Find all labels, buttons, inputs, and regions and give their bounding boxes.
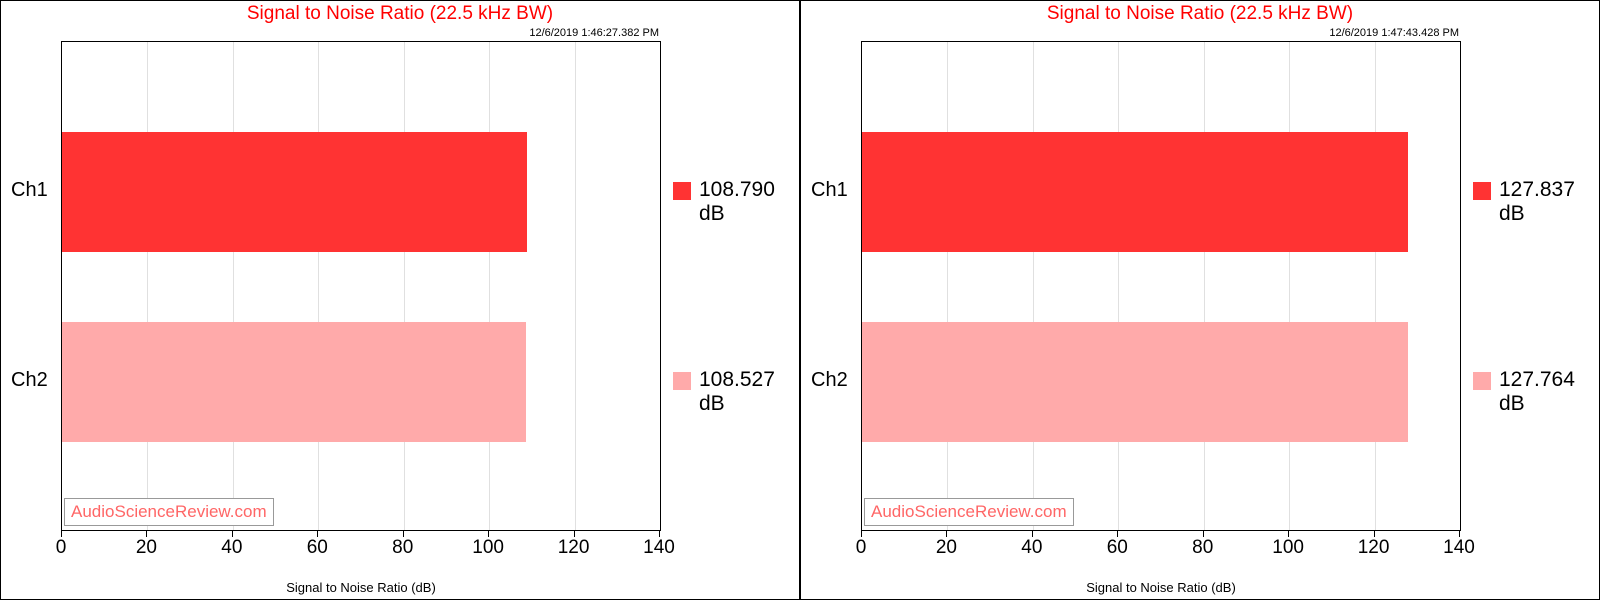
grid-line: [1033, 42, 1034, 530]
x-tick-label: 140: [1443, 537, 1475, 559]
grid-line: [489, 42, 490, 530]
watermark: AudioScienceReview.com: [64, 498, 274, 526]
x-axis-label: Signal to Noise Ratio (dB): [861, 580, 1461, 595]
bar-ch1: [62, 132, 527, 252]
x-tick-label: 100: [1272, 537, 1304, 559]
y-axis-label: Ch2: [11, 369, 48, 392]
legend-value: 108.527 dB: [699, 368, 799, 416]
x-tick-label: 140: [643, 537, 675, 559]
legend-swatch: [673, 372, 691, 390]
x-tick-label: 80: [1192, 537, 1213, 559]
x-tick-label: 0: [856, 537, 867, 559]
grid-line: [575, 42, 576, 530]
chart-panel-left: Signal to Noise Ratio (22.5 kHz BW) 12/6…: [0, 0, 800, 600]
x-tick-label: 0: [56, 537, 67, 559]
x-tick-label: 20: [136, 537, 157, 559]
chart-title: Signal to Noise Ratio (22.5 kHz BW): [801, 3, 1599, 25]
bar-ch2: [62, 322, 526, 442]
grid-line: [1204, 42, 1205, 530]
y-axis-label: Ch1: [811, 179, 848, 202]
grid-line: [404, 42, 405, 530]
x-tick-label: 100: [472, 537, 504, 559]
timestamp: 12/6/2019 1:46:27.382 PM: [529, 27, 659, 39]
grid-line: [233, 42, 234, 530]
chart-panel-right: Signal to Noise Ratio (22.5 kHz BW) 12/6…: [800, 0, 1600, 600]
x-tick-label: 60: [307, 537, 328, 559]
grid-line: [318, 42, 319, 530]
grid-line: [1375, 42, 1376, 530]
grid-line: [1289, 42, 1290, 530]
legend-value: 127.764 dB: [1499, 368, 1599, 416]
chart-title: Signal to Noise Ratio (22.5 kHz BW): [1, 3, 799, 25]
legend-value: 108.790 dB: [699, 178, 799, 226]
grid-line: [1118, 42, 1119, 530]
x-tick-label: 80: [392, 537, 413, 559]
legend-swatch: [1473, 182, 1491, 200]
plot-area: [861, 41, 1461, 531]
bar-ch2: [862, 322, 1408, 442]
x-tick-label: 40: [221, 537, 242, 559]
x-tick-label: 40: [1021, 537, 1042, 559]
grid-line: [947, 42, 948, 530]
y-axis-label: Ch2: [811, 369, 848, 392]
x-tick-label: 60: [1107, 537, 1128, 559]
x-tick-label: 20: [936, 537, 957, 559]
x-tick-label: 120: [1358, 537, 1390, 559]
legend-value: 127.837 dB: [1499, 178, 1599, 226]
timestamp: 12/6/2019 1:47:43.428 PM: [1329, 27, 1459, 39]
bar-ch1: [862, 132, 1408, 252]
y-axis-label: Ch1: [11, 179, 48, 202]
x-axis-label: Signal to Noise Ratio (dB): [61, 580, 661, 595]
watermark: AudioScienceReview.com: [864, 498, 1074, 526]
legend-swatch: [1473, 372, 1491, 390]
x-tick-label: 120: [558, 537, 590, 559]
legend-swatch: [673, 182, 691, 200]
plot-area: [61, 41, 661, 531]
grid-line: [147, 42, 148, 530]
